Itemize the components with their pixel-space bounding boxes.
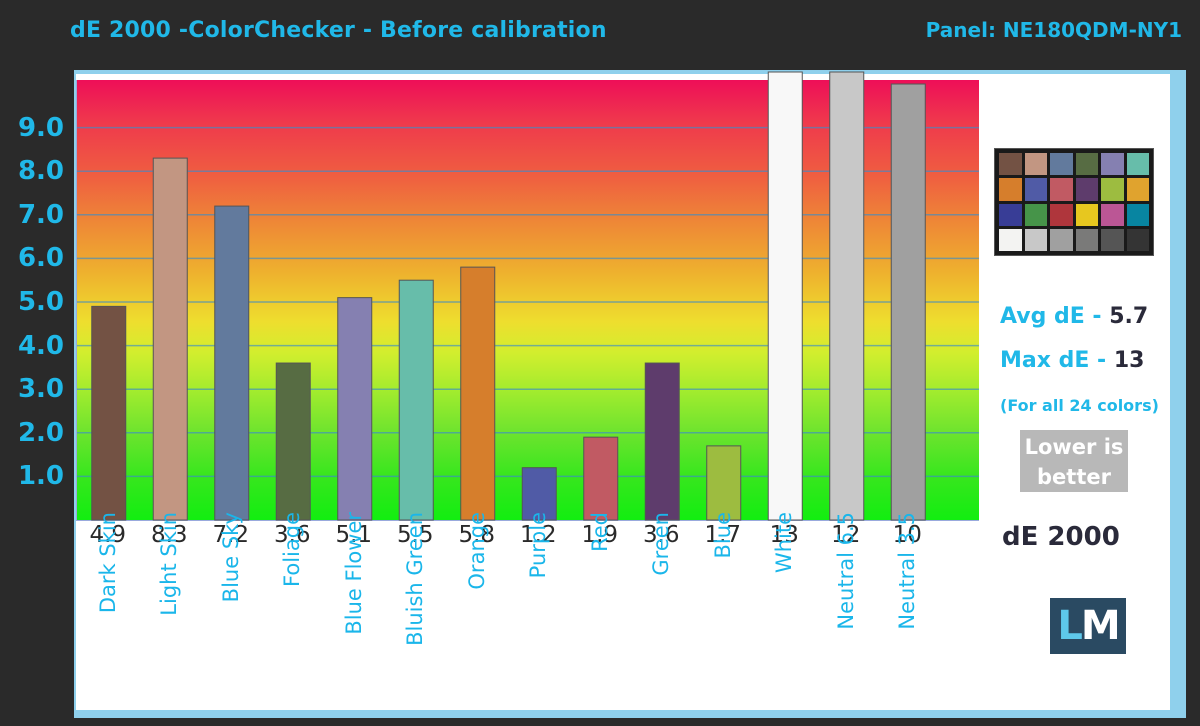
value-label: 3.6 <box>273 522 311 548</box>
value-label: 1.9 <box>581 522 619 548</box>
checker-patch <box>1024 178 1047 201</box>
value-label: 5.5 <box>396 522 434 548</box>
category-label: Blue Sky <box>218 512 243 603</box>
checker-patch <box>1101 178 1124 201</box>
bar-purple <box>521 467 557 521</box>
category-label: Blue <box>710 512 735 559</box>
chart-title: dE 2000 -ColorChecker - Before calibrati… <box>70 18 607 43</box>
checker-patch <box>1075 178 1098 201</box>
category-label: Neutral 6.5 <box>833 512 858 630</box>
colors-note: (For all 24 colors) <box>1000 396 1159 415</box>
avg-de-value: 5.7 <box>1109 304 1149 329</box>
checker-patch <box>1101 228 1124 251</box>
lower-is-better-badge: Lower is better <box>1020 430 1128 492</box>
checker-patch <box>1101 153 1124 176</box>
checker-patch <box>1050 228 1073 251</box>
bar-neutral-3-5 <box>890 83 926 521</box>
checker-patch <box>1075 203 1098 226</box>
avg-de-label: Avg dE - <box>1000 304 1102 329</box>
checker-patch <box>999 203 1022 226</box>
checker-patch <box>1024 153 1047 176</box>
bar-blue <box>706 445 742 521</box>
value-label: 10 <box>892 522 922 548</box>
bar-green <box>644 362 680 521</box>
y-tick-label: 2.0 <box>17 417 64 448</box>
max-de-label: Max dE - <box>1000 348 1107 373</box>
checker-patch <box>1126 178 1149 201</box>
bar-white <box>767 71 803 521</box>
value-label: 1.7 <box>704 522 742 548</box>
checker-patch <box>1024 228 1047 251</box>
checker-patch <box>999 153 1022 176</box>
panel-label: Panel: NE180QDM-NY1 <box>925 18 1182 42</box>
bar-bluish-green <box>398 279 434 521</box>
value-label: 1.2 <box>519 522 557 548</box>
category-label: Foliage <box>280 512 305 587</box>
checker-patch <box>1024 203 1047 226</box>
colorchecker-swatch <box>994 148 1154 256</box>
checker-patch <box>1101 203 1124 226</box>
bar-orange <box>460 266 496 521</box>
value-label: 5.8 <box>458 522 496 548</box>
value-label: 4.9 <box>89 522 127 548</box>
y-tick-label: 1.0 <box>17 461 64 492</box>
checker-patch <box>1126 153 1149 176</box>
avg-de: Avg dE - 5.7 <box>1000 304 1148 329</box>
checker-patch <box>999 228 1022 251</box>
checker-patch <box>1075 228 1098 251</box>
max-de-value: 13 <box>1113 348 1145 373</box>
value-label: 5.1 <box>335 522 373 548</box>
category-label: Light Skin <box>157 512 182 616</box>
value-label: 7.2 <box>212 522 250 548</box>
value-label: 3.6 <box>642 522 680 548</box>
metric-label: dE 2000 <box>1002 522 1120 552</box>
lower-line-2: better <box>1037 465 1111 489</box>
category-label: Blue Flower <box>341 512 366 635</box>
checker-patch <box>999 178 1022 201</box>
checker-patch <box>1050 203 1073 226</box>
logo-l: L <box>1057 603 1082 649</box>
bars-svg <box>77 71 979 521</box>
bar-red <box>583 436 619 521</box>
category-label: Bluish Green <box>403 512 428 646</box>
plot-area <box>76 71 979 521</box>
category-label: Orange <box>464 512 489 590</box>
bar-neutral-6-5 <box>829 71 865 521</box>
bar-blue-sky <box>214 205 250 521</box>
category-label: Green <box>649 512 674 576</box>
y-tick-label: 5.0 <box>17 287 64 317</box>
y-tick-label: 8.0 <box>17 156 64 187</box>
max-de: Max dE - 13 <box>1000 348 1144 373</box>
checker-patch <box>1050 153 1073 176</box>
y-tick-label: 9.0 <box>17 112 64 143</box>
checker-patch <box>1050 178 1073 201</box>
checker-patch <box>1126 228 1149 251</box>
lower-line-1: Lower is <box>1024 435 1124 459</box>
value-label: 8.3 <box>150 522 188 548</box>
bar-foliage <box>275 362 311 521</box>
bar-light-skin <box>152 157 188 521</box>
lm-logo: LM <box>1050 598 1126 654</box>
category-label: Dark Skin <box>95 512 120 614</box>
y-tick-label: 6.0 <box>17 243 64 274</box>
category-label: Neutral 3.5 <box>895 512 920 630</box>
value-label: 13 <box>769 522 799 548</box>
bar-dark-skin <box>91 305 127 521</box>
checker-patch <box>1075 153 1098 176</box>
value-label: 12 <box>831 522 861 548</box>
category-label: Red <box>587 512 612 552</box>
y-tick-label: 7.0 <box>17 199 64 230</box>
y-tick-label: 4.0 <box>17 330 64 361</box>
category-label: Purple <box>526 512 551 579</box>
bar-blue-flower <box>337 297 373 521</box>
y-tick-label: 3.0 <box>17 374 64 405</box>
checker-patch <box>1126 203 1149 226</box>
category-label: White <box>772 512 797 574</box>
logo-m: M <box>1080 603 1121 649</box>
